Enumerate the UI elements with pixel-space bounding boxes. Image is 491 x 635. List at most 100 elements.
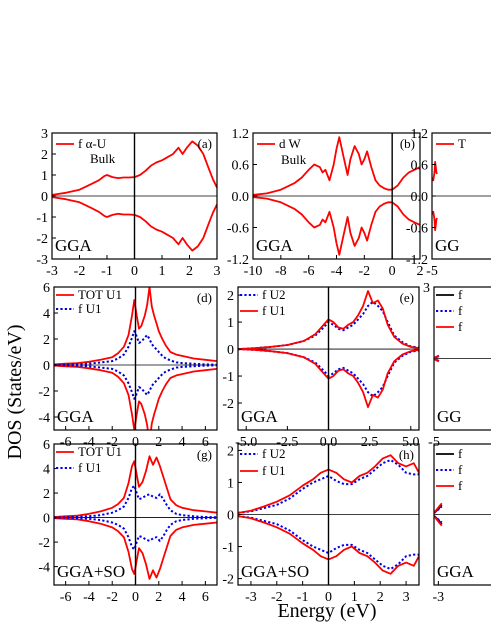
legend-label: f U1 [262,463,285,478]
panel-label: (g) [197,447,212,462]
legend-label: TOT U1 [78,287,122,302]
plot-frame [433,286,491,431]
method-label: GGA [256,236,294,255]
series-b-0-up [253,136,420,196]
x-tick-label: -3 [433,590,445,605]
method-label: GGA [437,562,475,581]
panel-h: -3 -2 -1 0 1 2 3 -2 -1 0 1 2 f U2 f U1 (h) GGA+SO [222,443,420,605]
y-tick-label: 1 [41,169,48,184]
x-tick-label: 3 [214,264,221,279]
legend-label: f [458,462,463,477]
series-d-0-up [54,287,217,366]
y-tick-label: -2 [38,385,50,400]
series-b-0-down [253,196,420,256]
legend-label: Bulk [90,151,116,166]
y-tick-label: -2 [222,397,234,412]
legend-label: f [458,319,463,334]
legend-label: f U1 [78,460,101,475]
y-tick-label: 2 [227,289,234,304]
legend-label: f [458,287,463,302]
y-tick-label: 6 [43,281,50,296]
panel-label: (b) [400,136,415,151]
method-label: GGA+SO [57,562,125,581]
x-tick-label: 5.0 [402,435,420,450]
x-tick-label: -3 [46,264,58,279]
y-tick-label: -1.2 [227,253,249,268]
y-tick-label: 0.0 [232,190,250,205]
x-tick-label: -3 [245,590,257,605]
series-d-1-up [54,330,217,366]
y-tick-label: 3 [41,127,48,142]
legend-label: TOT U1 [78,444,122,459]
series-f-2-down [434,358,440,363]
y-tick-label: 1 [227,316,234,331]
series-a-0-down [52,196,217,252]
x-tick-label: -1 [101,264,113,279]
legend-label: f U1 [78,301,101,316]
x-tick-label: 2 [417,264,424,279]
y-tick-label: 6 [43,438,50,453]
series-g-0-up [54,455,217,518]
x-tick-label: 0 [389,264,396,279]
y-tick-label: 2 [41,148,48,163]
series-i-2-up [434,502,443,514]
x-tick-label: 2 [155,435,162,450]
y-tick-label: 0.6 [411,159,429,174]
series-h-1-down [238,515,419,575]
y-tick-label: 0 [43,359,50,374]
series-e-1-up [238,290,419,350]
x-tick-label: -2 [74,264,86,279]
method-label: GG [435,236,460,255]
panel-e: -5.0 -2.5 0.0 2.5 5.0 -2 -1 0 1 2 f U2f U1 (e) GGA [222,286,420,450]
panel-label: (d) [197,290,212,305]
x-tick-label: 0 [325,590,332,605]
x-tick-label: -2 [106,435,118,450]
y-tick-label: -2 [36,232,48,247]
x-tick-label: 0 [131,264,138,279]
legend-label: f [458,303,463,318]
panel-c: -5-1.2 -0.6 0.0 0.6 1.2 T GG [406,127,491,279]
series-g-0-down [54,517,217,580]
panel-g: -6 -4 -2 0 2 4 6 -4 -2 0 2 4 6 TOT U1f U1 (g) GGA+SO [38,438,218,605]
method-label: GGA [57,407,95,426]
legend-label: Bulk [281,152,307,167]
y-tick-label: 0.6 [232,159,250,174]
method-label: GGA [241,407,279,426]
series-h-1-up [238,454,419,514]
x-tick-label: -6 [60,435,72,450]
x-tick-label: 6 [202,435,209,450]
series-h-0-down [238,515,419,570]
y-tick-label: 2 [227,444,234,459]
legend-label: f U2 [262,287,285,302]
y-tick-label: -1 [222,370,234,385]
x-tick-label: 1 [351,590,358,605]
x-tick-label: 4 [179,590,186,605]
y-tick-label: -0.6 [406,222,428,237]
method-label: GGA+SO [241,562,309,581]
method-label: GG [437,407,462,426]
y-tick-label: -1 [222,541,234,556]
y-tick-label: 0 [43,512,50,527]
y-axis-label: DOS (States/eV) [4,325,26,460]
y-tick-label: -3 [36,253,48,268]
x-tick-label: 0 [132,590,139,605]
y-tick-label: -4 [38,411,50,426]
panel-label: (e) [400,290,414,305]
x-tick-label: 1 [159,264,166,279]
x-tick-label: -2 [106,590,118,605]
series-a-0-up [52,140,217,196]
x-tick-label: -2 [271,590,283,605]
panel-d: -6 -4 -2 0 2 4 6 -4 -2 0 2 4 6 TOT U1f U1 (d) GGA [38,281,218,450]
series-i-2-down [434,515,443,527]
y-tick-label: -2 [222,573,234,588]
x-tick-label: -8 [275,264,287,279]
y-tick-label: -4 [38,561,50,576]
series-d-0-down [54,364,217,430]
y-tick-label: 2 [43,333,50,348]
y-tick-label: 1 [227,476,234,491]
x-tick-label: -2.5 [276,435,298,450]
